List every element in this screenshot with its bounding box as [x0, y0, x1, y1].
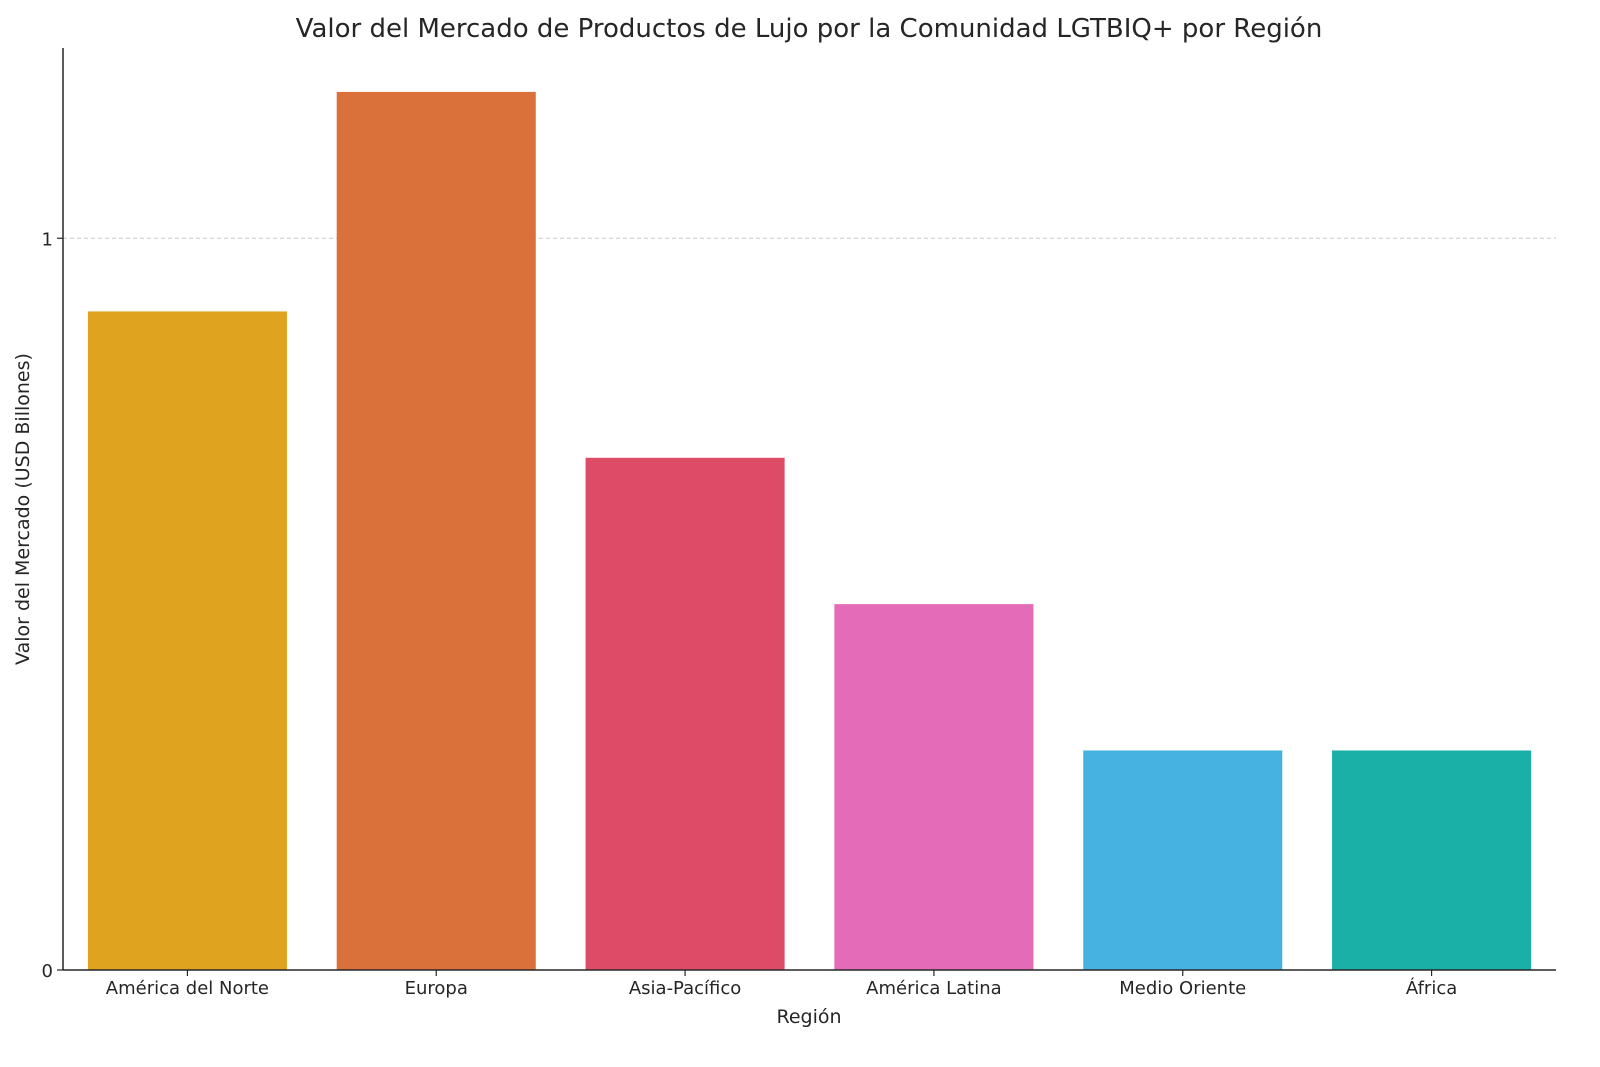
x-tick-label: África — [1406, 977, 1457, 999]
x-tick-label: Asia-Pacífico — [629, 978, 741, 999]
x-ticks: América del Norte Europa Asia-Pacífico Amér… — [106, 970, 1457, 999]
bar — [585, 457, 785, 970]
x-tick-label: América Latina — [866, 978, 1002, 999]
y-axis-label: Valor del Mercado (USD Billones) — [12, 353, 34, 665]
bar — [336, 91, 536, 970]
y-ticks: 01 — [42, 229, 63, 982]
x-axis-label: Región — [776, 1006, 841, 1028]
bar — [834, 604, 1034, 970]
x-tick-label: América del Norte — [106, 978, 269, 999]
x-tick-label: Europa — [405, 978, 468, 999]
bar — [87, 311, 287, 970]
chart-title: Valor del Mercado de Productos de Lujo p… — [296, 14, 1323, 44]
bar — [1083, 750, 1283, 970]
y-tick-label: 1 — [42, 229, 53, 250]
y-tick-label: 0 — [42, 961, 53, 982]
x-tick-label: Medio Oriente — [1119, 978, 1246, 999]
bars — [87, 91, 1532, 970]
bar — [1332, 750, 1532, 970]
